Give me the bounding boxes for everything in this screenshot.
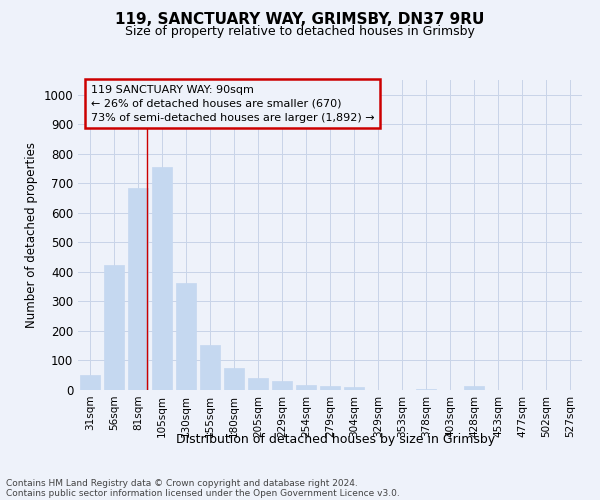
Text: 119 SANCTUARY WAY: 90sqm
← 26% of detached houses are smaller (670)
73% of semi-: 119 SANCTUARY WAY: 90sqm ← 26% of detach…	[91, 84, 374, 122]
Bar	[80, 374, 100, 390]
Bar	[200, 345, 220, 390]
Bar	[344, 387, 364, 390]
Bar	[224, 368, 244, 390]
Text: Contains HM Land Registry data © Crown copyright and database right 2024.: Contains HM Land Registry data © Crown c…	[6, 478, 358, 488]
Bar	[176, 283, 196, 390]
Bar	[416, 389, 436, 390]
Text: 119, SANCTUARY WAY, GRIMSBY, DN37 9RU: 119, SANCTUARY WAY, GRIMSBY, DN37 9RU	[115, 12, 485, 28]
Text: Contains public sector information licensed under the Open Government Licence v3: Contains public sector information licen…	[6, 488, 400, 498]
Bar	[464, 386, 484, 390]
Bar	[104, 266, 124, 390]
Y-axis label: Number of detached properties: Number of detached properties	[25, 142, 38, 328]
Text: Distribution of detached houses by size in Grimsby: Distribution of detached houses by size …	[176, 432, 496, 446]
Bar	[248, 378, 268, 390]
Bar	[272, 381, 292, 390]
Bar	[128, 188, 148, 390]
Bar	[320, 386, 340, 390]
Text: Size of property relative to detached houses in Grimsby: Size of property relative to detached ho…	[125, 25, 475, 38]
Bar	[152, 167, 172, 390]
Bar	[296, 385, 316, 390]
